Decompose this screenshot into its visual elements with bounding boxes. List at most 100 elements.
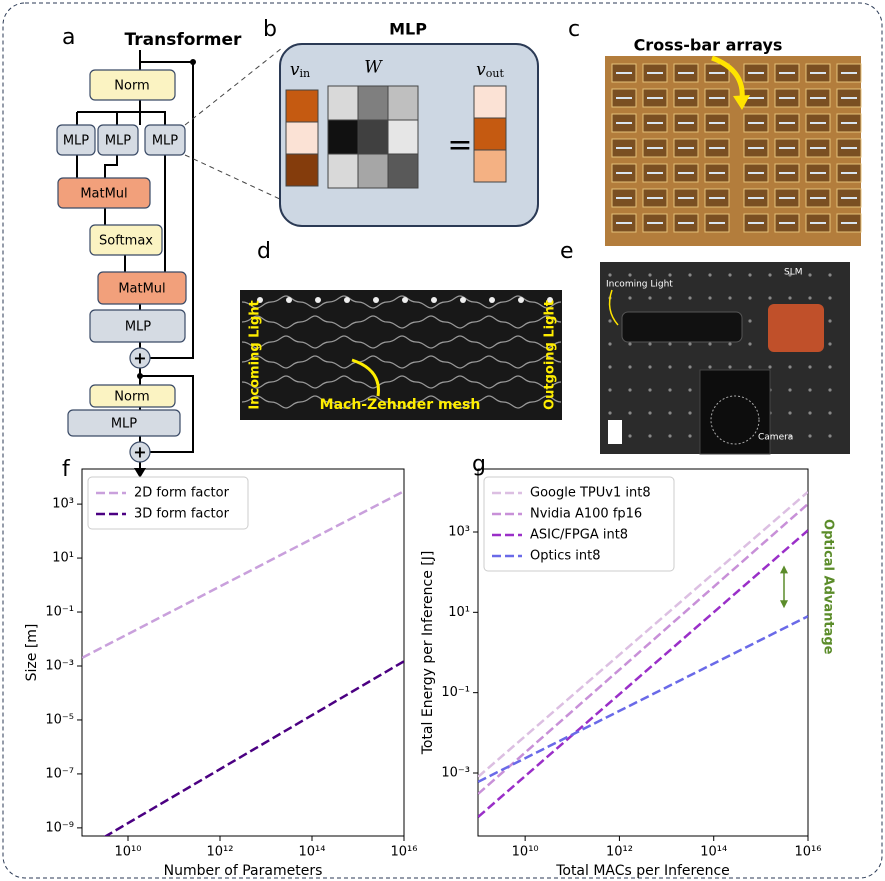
y-tick-label: 10¹ bbox=[448, 605, 470, 620]
hole bbox=[808, 434, 812, 438]
arrow-head bbox=[134, 468, 146, 478]
equals: = bbox=[447, 128, 472, 163]
add-node bbox=[129, 441, 151, 463]
waveguide bbox=[241, 295, 562, 309]
series-line bbox=[478, 502, 808, 795]
x-tick-label: 10¹² bbox=[207, 845, 234, 860]
hole bbox=[628, 365, 632, 369]
photo bbox=[240, 290, 562, 420]
panel-label: d bbox=[257, 239, 271, 264]
hole bbox=[628, 434, 632, 438]
hole bbox=[808, 296, 812, 300]
hole bbox=[808, 411, 812, 415]
x-tick-label: 10¹² bbox=[606, 845, 633, 860]
y-tick-label: 10¹ bbox=[52, 551, 74, 566]
add-node bbox=[129, 347, 151, 369]
panel-label: c bbox=[568, 17, 580, 42]
x-tick-label: 10¹⁰ bbox=[115, 845, 142, 860]
glow bbox=[460, 297, 466, 303]
x-tick-label: 10¹⁴ bbox=[700, 845, 727, 860]
hole bbox=[688, 296, 692, 300]
hole bbox=[788, 365, 792, 369]
mzi-photo: Incoming Light Outgoing Light Mach-Zehnd… bbox=[240, 290, 562, 420]
zoom-line bbox=[184, 154, 283, 201]
hole bbox=[648, 388, 652, 392]
x-tick-label: 10¹⁶ bbox=[391, 845, 418, 860]
matmul-box bbox=[97, 271, 187, 305]
hole bbox=[728, 296, 732, 300]
hole bbox=[628, 273, 632, 277]
series-line bbox=[82, 490, 404, 659]
subscript: out bbox=[486, 67, 505, 80]
hole bbox=[688, 342, 692, 346]
incoming-label: Incoming Light bbox=[248, 300, 263, 409]
hole bbox=[608, 388, 612, 392]
series-line bbox=[103, 660, 404, 836]
hole bbox=[648, 296, 652, 300]
hole bbox=[668, 296, 672, 300]
cell bbox=[387, 119, 419, 155]
hole bbox=[648, 434, 652, 438]
hole bbox=[768, 273, 772, 277]
plot-frame bbox=[477, 468, 809, 837]
cells bbox=[285, 85, 507, 189]
cell bbox=[285, 89, 319, 123]
waveguide bbox=[241, 355, 562, 369]
mlp-box bbox=[67, 409, 181, 437]
hole bbox=[648, 273, 652, 277]
camera-lens bbox=[710, 395, 760, 445]
y-tick-label: 10⁻³ bbox=[45, 658, 74, 673]
hole bbox=[768, 365, 772, 369]
hole bbox=[608, 411, 612, 415]
hole bbox=[788, 296, 792, 300]
hole bbox=[688, 411, 692, 415]
cell bbox=[327, 119, 359, 155]
hole bbox=[708, 273, 712, 277]
glow bbox=[489, 297, 495, 303]
glow bbox=[257, 297, 263, 303]
hole bbox=[788, 411, 792, 415]
hole bbox=[828, 434, 832, 438]
hole bbox=[688, 434, 692, 438]
series-line bbox=[478, 529, 808, 818]
junction bbox=[190, 59, 196, 65]
y-tick-label: 10⁻¹ bbox=[45, 605, 74, 620]
box-label: MatMul bbox=[118, 282, 165, 297]
hole bbox=[608, 273, 612, 277]
arrow bbox=[351, 358, 380, 397]
hole bbox=[728, 365, 732, 369]
hole bbox=[708, 342, 712, 346]
mesh-label: Mach-Zehnder mesh bbox=[320, 397, 481, 413]
hole bbox=[828, 411, 832, 415]
cell bbox=[473, 85, 507, 119]
legend-label: 2D form factor bbox=[134, 486, 230, 501]
hole bbox=[828, 296, 832, 300]
cell bbox=[387, 85, 419, 121]
hole bbox=[648, 342, 652, 346]
matmul-box bbox=[57, 177, 151, 209]
y-tick-label: 10⁻⁵ bbox=[45, 712, 74, 727]
legend-label: Optics int8 bbox=[530, 549, 600, 564]
title: Cross-bar arrays bbox=[634, 36, 783, 55]
cell bbox=[357, 85, 389, 121]
x-axis-label: Number of Parameters bbox=[164, 863, 323, 879]
camera-label: Camera bbox=[758, 433, 793, 443]
hole bbox=[668, 365, 672, 369]
hole bbox=[808, 365, 812, 369]
hole bbox=[708, 365, 712, 369]
hole bbox=[628, 296, 632, 300]
hole bbox=[828, 273, 832, 277]
hole bbox=[748, 342, 752, 346]
hole bbox=[828, 388, 832, 392]
hole bbox=[668, 273, 672, 277]
w-label: W bbox=[364, 58, 383, 78]
box-label: Norm bbox=[114, 390, 149, 405]
transformer-diagram: Transformer Norm MLP MLP MLP MatMul Soft… bbox=[56, 30, 242, 478]
optics-photo: Incoming Light SLM Camera bbox=[600, 262, 850, 455]
hole bbox=[728, 273, 732, 277]
hole bbox=[608, 319, 612, 323]
hole bbox=[688, 365, 692, 369]
series-line bbox=[478, 490, 808, 778]
waveguide bbox=[241, 375, 562, 389]
symbol: v bbox=[476, 60, 486, 80]
